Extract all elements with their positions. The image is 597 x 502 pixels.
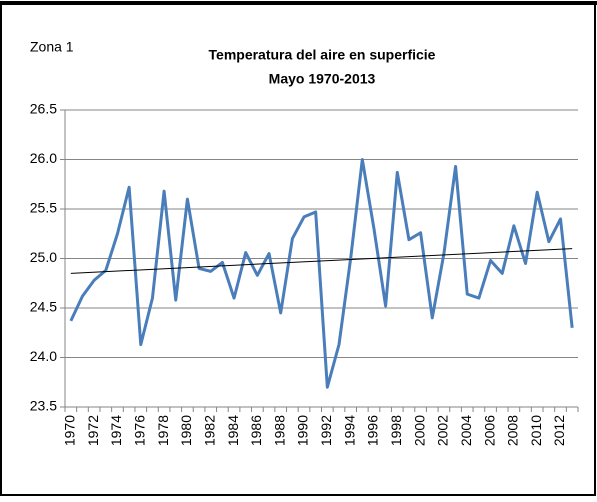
y-tick-label: 23.5	[30, 398, 57, 414]
x-tick-label: 1992	[318, 415, 334, 446]
x-tick-label: 1972	[85, 415, 101, 446]
x-tick-label: 1976	[131, 415, 147, 446]
chart-subtitle: Mayo 1970-2013	[269, 71, 376, 87]
x-tick-label: 1996	[365, 415, 381, 446]
x-tick-label: 1978	[155, 415, 171, 446]
y-tick-label: 26.5	[30, 101, 57, 117]
x-tick-label: 1986	[248, 415, 264, 446]
y-tick-label: 25.0	[30, 249, 57, 265]
x-tick-label: 1984	[225, 415, 241, 446]
x-tick-label: 1974	[108, 415, 124, 446]
trend-line	[70, 248, 573, 274]
x-tick-label: 1970	[62, 415, 78, 446]
x-tick-label: 2002	[435, 415, 451, 446]
x-tick-label: 2004	[458, 415, 474, 446]
x-tick-label: 1988	[271, 415, 287, 446]
y-tick-label: 26.0	[30, 150, 57, 166]
x-tick-label: 2008	[505, 415, 521, 446]
x-tick-label: 1990	[295, 415, 311, 446]
y-tick-label: 25.5	[30, 200, 57, 216]
x-tick-label: 1998	[388, 415, 404, 446]
chart-title: Temperatura del aire en superficie	[209, 47, 436, 63]
data-line	[69, 158, 574, 389]
x-tick-label: 1980	[178, 415, 194, 446]
x-tick-label: 2010	[528, 415, 544, 446]
x-tick-label: 1994	[341, 415, 357, 446]
zone-label: Zona 1	[30, 39, 74, 55]
y-tick-label: 24.0	[30, 348, 57, 364]
x-tick-label: 2012	[551, 415, 567, 446]
x-tick-label: 2000	[411, 415, 427, 446]
y-tick-label: 24.5	[30, 299, 57, 315]
x-tick-label: 2006	[481, 415, 497, 446]
x-tick-label: 1982	[201, 415, 217, 446]
